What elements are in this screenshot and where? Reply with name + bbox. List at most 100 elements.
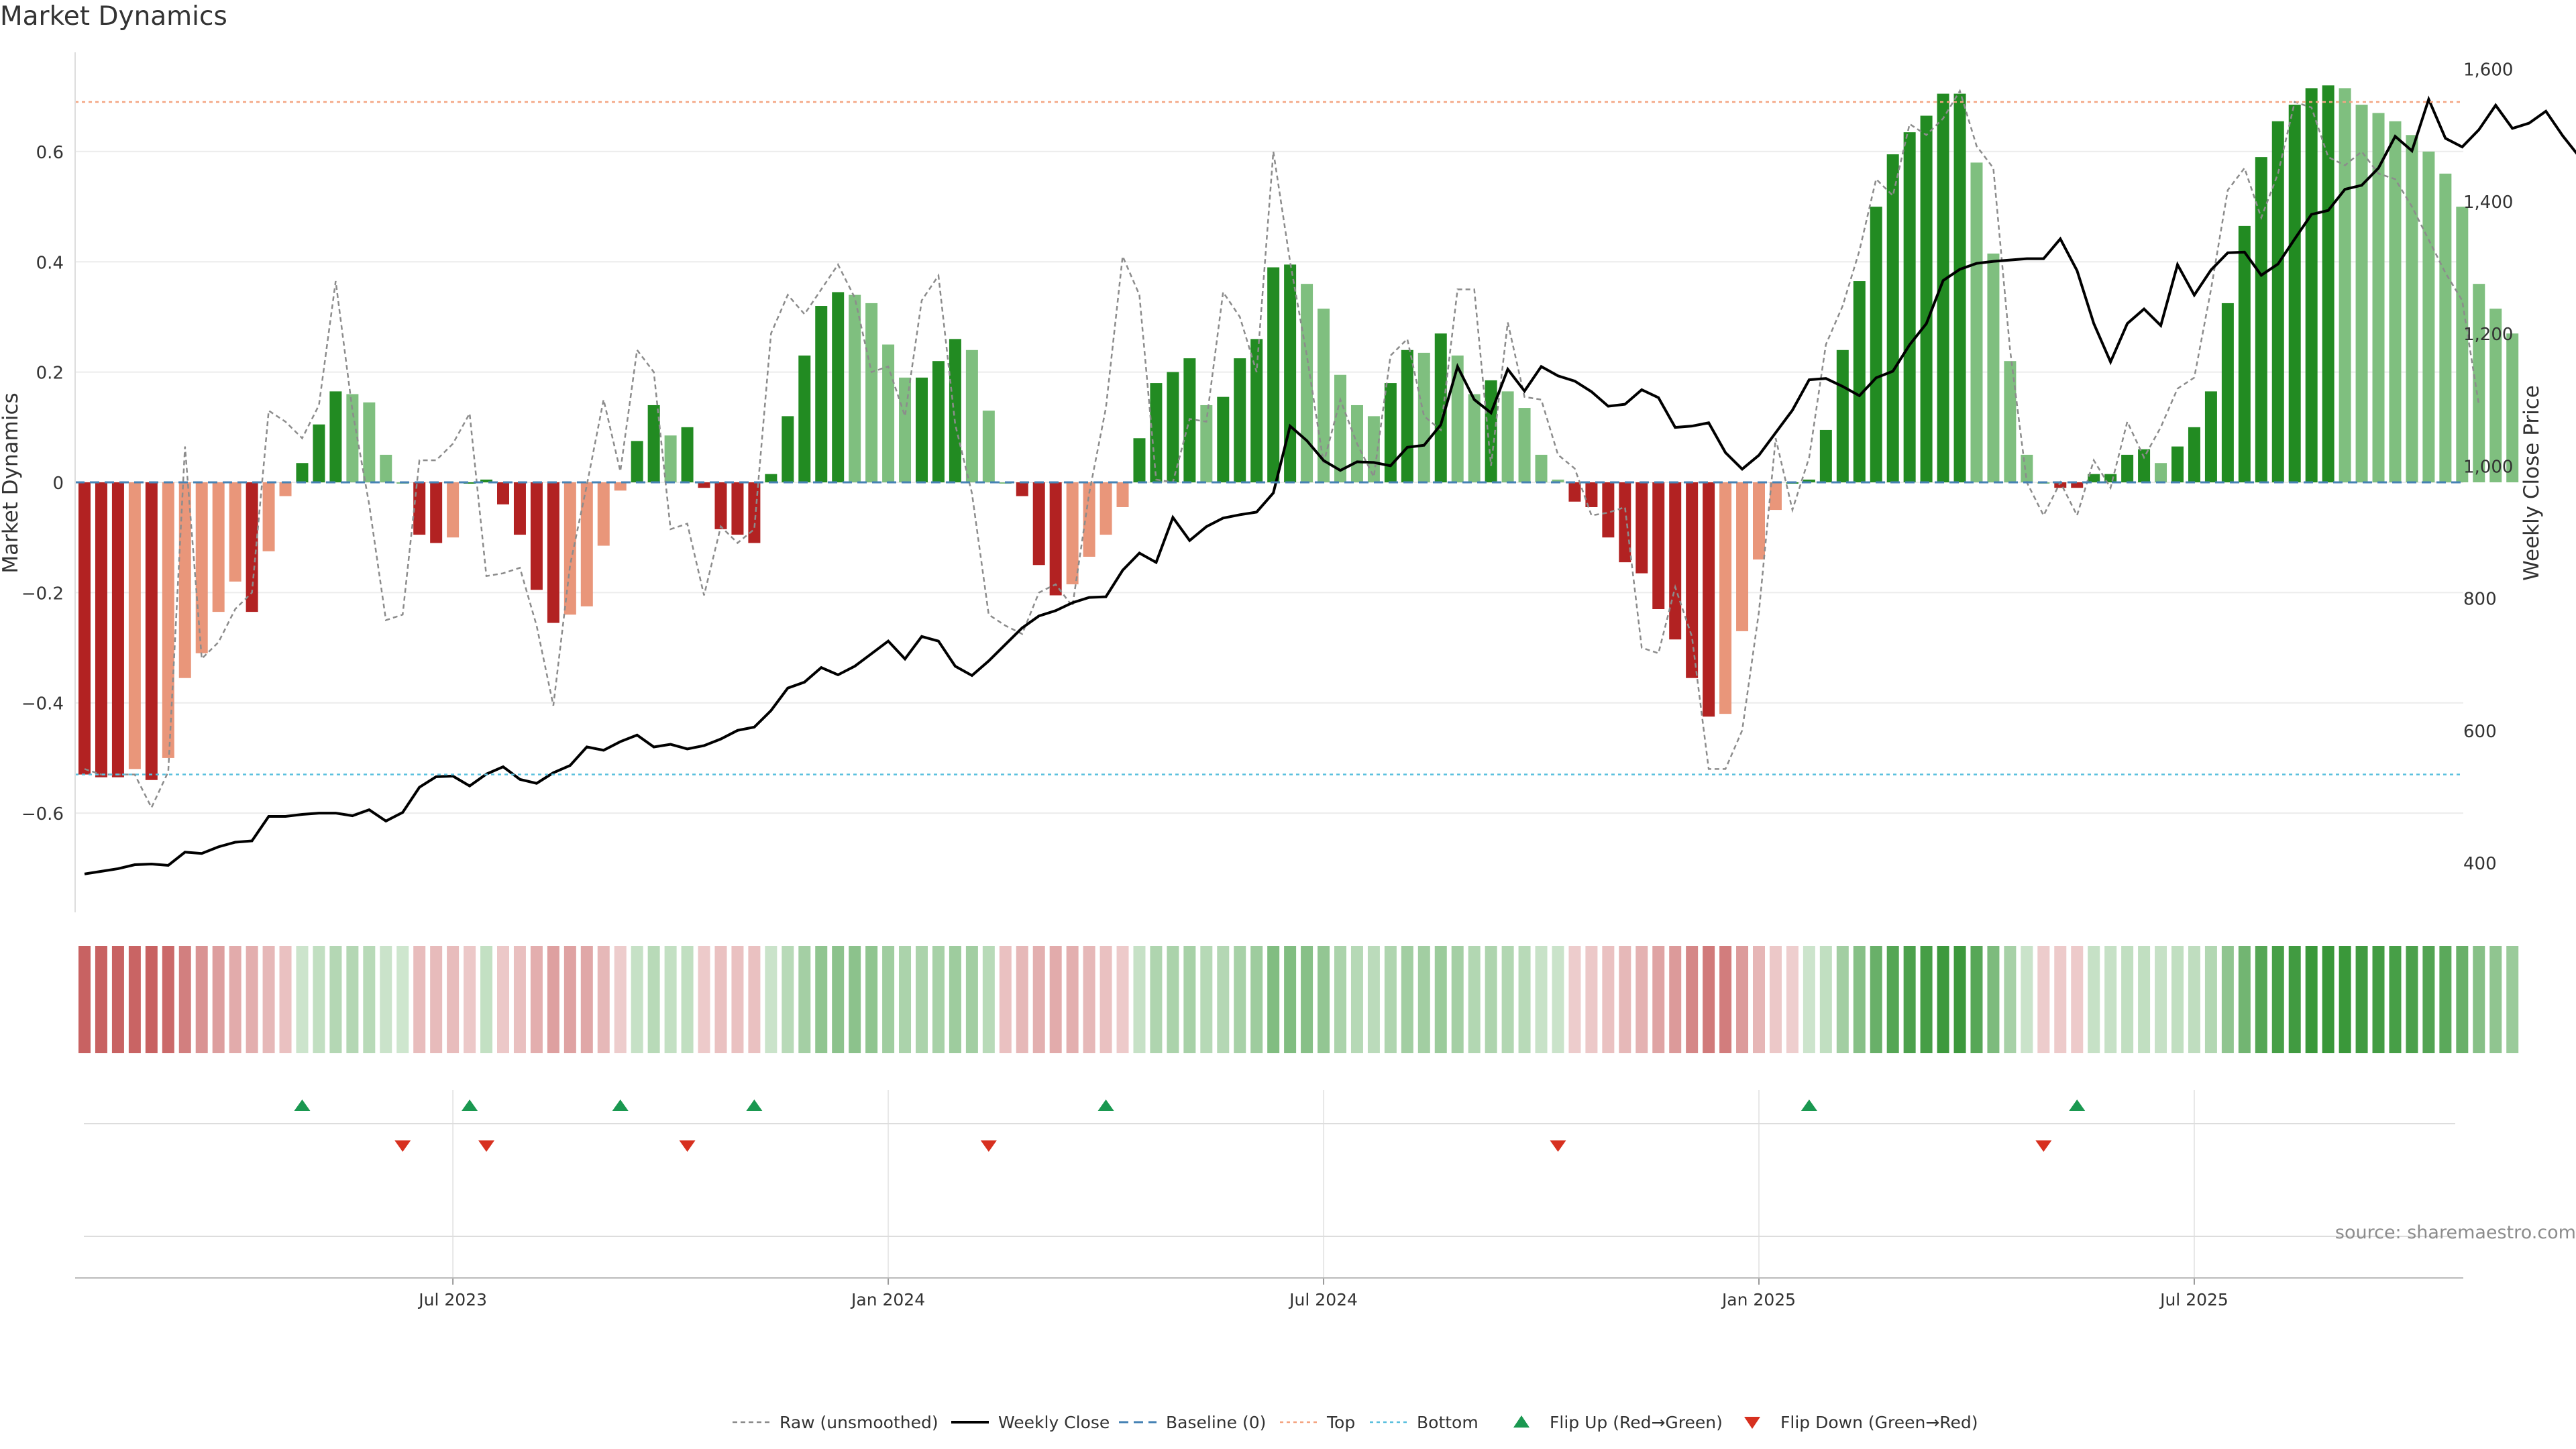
bar <box>1819 429 1832 482</box>
legend: Raw (unsmoothed) Weekly Close Baseline (0)… <box>733 1413 1978 1432</box>
heatmap-cell <box>1150 946 1163 1053</box>
heatmap-cell <box>513 946 526 1053</box>
bar <box>2372 113 2385 482</box>
heatmap-cell <box>597 946 610 1053</box>
bar <box>1669 482 1682 640</box>
heatmap-cell <box>1016 946 1028 1053</box>
heatmap-cell <box>2473 946 2485 1053</box>
heatmap-cell <box>1753 946 1765 1053</box>
bar <box>262 482 275 551</box>
heatmap-cell <box>329 946 342 1053</box>
heatmap-cell <box>865 946 878 1053</box>
heatmap-cell <box>1350 946 1363 1053</box>
bar <box>1870 207 1882 482</box>
heatmap-cell <box>2037 946 2050 1053</box>
bar <box>296 463 309 482</box>
heatmap-cell <box>2389 946 2402 1053</box>
axes: −0.6 −0.4 −0.2 0 0.2 0.4 0.6 400 600 800 1,000 1,20… <box>0 52 2544 1309</box>
bar <box>1150 383 1163 482</box>
heatmap-cell <box>1686 946 1699 1053</box>
flip-down-marker <box>679 1140 696 1152</box>
heatmap-cell <box>128 946 141 1053</box>
heatmap-cell <box>631 946 643 1053</box>
heatmap-cell <box>815 946 828 1053</box>
heatmap-cell <box>2456 946 2469 1053</box>
bar <box>1853 281 1866 482</box>
heatmap-cell <box>1635 946 1648 1053</box>
y-tick-label: 0.2 <box>36 364 64 384</box>
bar <box>447 482 460 538</box>
bar <box>2322 85 2334 483</box>
heatmap-cell <box>229 946 241 1053</box>
bar <box>2406 135 2418 482</box>
heatmap-cell <box>1568 946 1581 1053</box>
bar <box>1920 115 1933 482</box>
bar <box>1937 93 1949 482</box>
heatmap-cell <box>1384 946 1397 1053</box>
flip-up-marker <box>462 1099 478 1111</box>
y-tick-label: −0.4 <box>21 694 64 714</box>
bar <box>1200 405 1213 482</box>
heatmap-cell <box>1183 946 1196 1053</box>
bar <box>1334 374 1346 482</box>
bar <box>2104 474 2117 482</box>
heatmap-cell <box>2355 946 2368 1053</box>
heatmap-cell <box>1585 946 1598 1053</box>
heatmap-cell <box>430 946 443 1053</box>
heatmap-cell <box>1937 946 1949 1053</box>
heatmap-cell <box>932 946 945 1053</box>
heatmap-cell <box>1434 946 1447 1053</box>
close-line <box>84 95 2576 875</box>
bar <box>279 482 292 496</box>
bar <box>698 482 710 488</box>
heatmap-cell <box>580 946 593 1053</box>
bar <box>128 482 141 769</box>
legend-item-flip_up: Flip Up (Red→Green) <box>1513 1413 1723 1432</box>
bar <box>530 482 543 590</box>
bar <box>2121 454 2134 482</box>
flip-markers <box>84 1099 2455 1237</box>
heatmap-cell <box>999 946 1012 1053</box>
legend-label: Flip Down (Green→Red) <box>1780 1413 1978 1432</box>
bar <box>865 303 878 482</box>
bar <box>2288 105 2301 483</box>
bar <box>782 416 794 482</box>
bar-series <box>78 85 2519 780</box>
heatmap-cell <box>1200 946 1213 1053</box>
bar <box>195 482 208 653</box>
bar <box>2439 173 2452 482</box>
heatmap-cell <box>2171 946 2184 1053</box>
heatmap-cell <box>916 946 928 1053</box>
heatmap-cell <box>1970 946 1983 1053</box>
y2-tick-label: 800 <box>2463 590 2497 610</box>
legend-item-flip_down: Flip Down (Green→Red) <box>1744 1413 1978 1432</box>
bar <box>1686 482 1699 678</box>
bar <box>1719 482 1732 714</box>
bar <box>1401 350 1413 482</box>
bar <box>1167 372 1179 482</box>
flip-down-marker <box>394 1140 411 1152</box>
heatmap-cell <box>212 946 225 1053</box>
y-tick-label: 0 <box>52 474 64 494</box>
bar <box>2305 88 2318 482</box>
bar <box>162 482 174 758</box>
heatmap-cell <box>1133 946 1146 1053</box>
y-tick-label: −0.6 <box>21 804 64 824</box>
heatmap-cell <box>2238 946 2251 1053</box>
heatmap-cell <box>2004 946 2017 1053</box>
heatmap-cell <box>279 946 292 1053</box>
heatmap-cell <box>2155 946 2167 1053</box>
heatmap-cell <box>1267 946 1280 1053</box>
bar <box>346 394 359 482</box>
flip-up-marker <box>294 1099 311 1111</box>
heatmap-cell <box>2506 946 2519 1053</box>
bar <box>413 482 426 535</box>
heatmap-cell <box>1836 946 1849 1053</box>
chart-title: Market Dynamics <box>0 1 227 32</box>
bar <box>1535 454 1548 482</box>
heatmap-cell <box>497 946 509 1053</box>
bar <box>849 294 861 482</box>
heatmap-cell <box>731 946 744 1053</box>
bar <box>580 482 593 606</box>
heatmap-cell <box>1451 946 1464 1053</box>
